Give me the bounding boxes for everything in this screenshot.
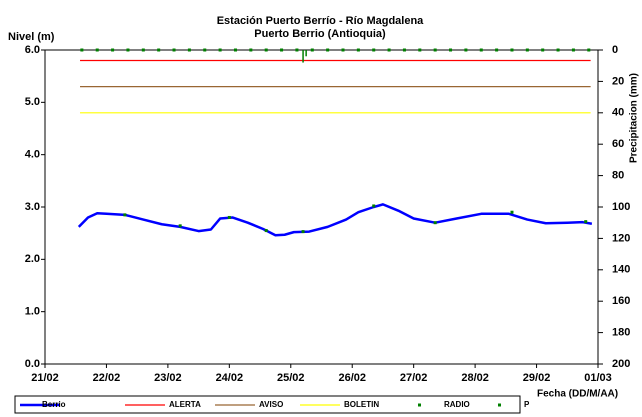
legend-label: BOLETIN	[344, 400, 379, 409]
series-point	[433, 221, 437, 225]
y-axis-label: Nivel (m)	[8, 31, 55, 43]
series-point	[218, 48, 222, 52]
x-tick-label: 22/02	[93, 372, 121, 384]
series-point	[326, 48, 330, 52]
series-point	[111, 48, 115, 52]
series-point	[157, 48, 161, 52]
y2-tick-label: 180	[612, 327, 630, 339]
legend-label: AVISO	[259, 400, 283, 409]
y2-tick-label: 120	[612, 232, 630, 244]
y2-tick-label: 0	[612, 44, 618, 56]
series-point	[123, 213, 127, 217]
y-tick-label: 6.0	[25, 44, 40, 56]
legend-label: Berrio	[42, 400, 66, 409]
series-point	[510, 48, 514, 52]
x-tick-label: 29/02	[523, 372, 551, 384]
x-tick-label: 27/02	[400, 372, 428, 384]
x-tick-label: 26/02	[338, 372, 366, 384]
legend-swatch	[418, 403, 421, 407]
series-point	[341, 48, 345, 52]
series-line	[77, 203, 593, 237]
series-point	[372, 204, 376, 208]
y-tick-label: 2.0	[25, 253, 40, 265]
series-point	[356, 48, 360, 52]
series-point	[571, 48, 575, 52]
y2-tick-label: 60	[612, 138, 624, 150]
series-point	[387, 48, 391, 52]
series-point	[172, 48, 176, 52]
series-point	[510, 210, 514, 214]
series-point	[464, 48, 468, 52]
x-tick-label: 23/02	[154, 372, 182, 384]
series-point	[479, 48, 483, 52]
series-point	[372, 48, 376, 52]
y-tick-label: 5.0	[25, 96, 40, 108]
x-tick-label: 24/02	[216, 372, 244, 384]
series-point	[264, 48, 268, 52]
series-point	[556, 48, 560, 52]
y2-tick-label: 20	[612, 75, 624, 87]
series-point	[280, 48, 284, 52]
y-tick-label: 3.0	[25, 201, 40, 213]
series-point	[95, 48, 99, 52]
chart-subtitle: Puerto Berrio (Antioquia)	[254, 28, 386, 40]
series-point	[126, 48, 130, 52]
x-tick-label: 25/02	[277, 372, 305, 384]
series-point	[449, 48, 453, 52]
y2-tick-label: 140	[612, 264, 630, 276]
series-point	[495, 48, 499, 52]
series-point	[295, 48, 299, 52]
series-point	[141, 48, 145, 52]
series-point	[402, 48, 406, 52]
legend-label: P	[524, 400, 530, 409]
legend-label: ALERTA	[169, 400, 201, 409]
y2-axis-label: Precipitacion (mm)	[629, 73, 640, 163]
y-tick-label: 0.0	[25, 358, 40, 370]
legend-swatch	[498, 403, 501, 407]
series-point	[584, 220, 588, 224]
y-tick-label: 4.0	[25, 149, 40, 161]
series-point	[187, 48, 191, 52]
x-tick-label: 01/03	[584, 372, 612, 384]
y2-tick-label: 40	[612, 107, 624, 119]
x-axis-label: Fecha (DD/M/AA)	[537, 389, 618, 400]
chart-title: Estación Puerto Berrío - Río Magdalena	[217, 15, 424, 27]
series-point	[264, 229, 268, 233]
series-point	[301, 230, 305, 234]
series-point	[587, 48, 591, 52]
y2-tick-label: 160	[612, 295, 630, 307]
series-point	[227, 215, 231, 219]
legend-label: RADIO	[444, 400, 470, 409]
series-point	[541, 48, 545, 52]
x-tick-label: 28/02	[461, 372, 489, 384]
y2-tick-label: 200	[612, 358, 630, 370]
series-point	[418, 48, 422, 52]
series-point	[249, 48, 253, 52]
y2-tick-label: 80	[612, 170, 624, 182]
series-point	[203, 48, 207, 52]
y-tick-label: 1.0	[25, 306, 40, 318]
series-point	[233, 48, 237, 52]
series-point	[80, 48, 84, 52]
series-point	[310, 48, 314, 52]
series-point	[525, 48, 529, 52]
series-point	[178, 224, 182, 228]
x-tick-label: 21/02	[31, 372, 59, 384]
y2-tick-label: 100	[612, 201, 630, 213]
series-point	[433, 48, 437, 52]
legend-box	[14, 395, 521, 414]
